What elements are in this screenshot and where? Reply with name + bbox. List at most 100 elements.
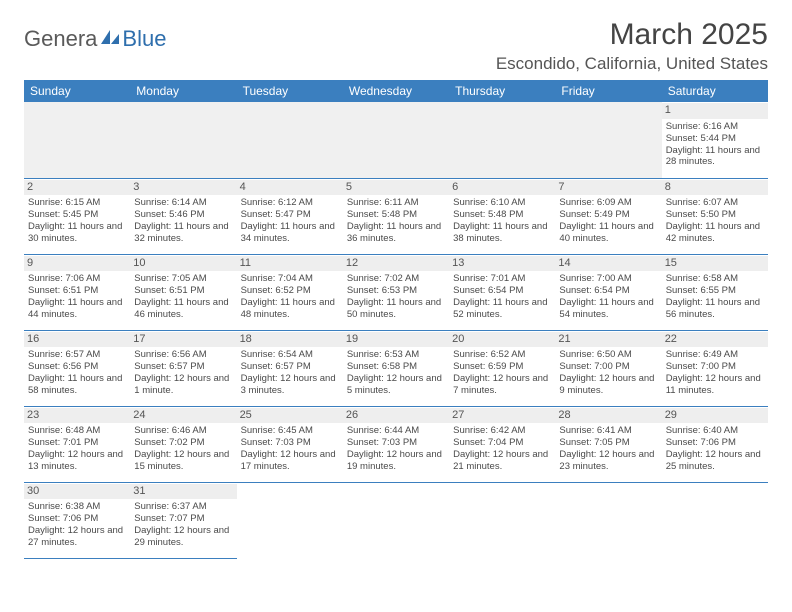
sunrise-line: Sunrise: 7:05 AM bbox=[134, 273, 232, 285]
logo-text-part2: Blue bbox=[122, 26, 166, 52]
daylight-line: Daylight: 12 hours and 9 minutes. bbox=[559, 373, 657, 397]
sunrise-line: Sunrise: 6:45 AM bbox=[241, 425, 339, 437]
daylight-line: Daylight: 12 hours and 1 minute. bbox=[134, 373, 232, 397]
calendar-cell: 6Sunrise: 6:10 AMSunset: 5:48 PMDaylight… bbox=[449, 178, 555, 254]
logo-sail-icon bbox=[99, 26, 121, 52]
daylight-line: Daylight: 12 hours and 23 minutes. bbox=[559, 449, 657, 473]
sunset-line: Sunset: 5:48 PM bbox=[453, 209, 551, 221]
calendar-row: 9Sunrise: 7:06 AMSunset: 6:51 PMDaylight… bbox=[24, 254, 768, 330]
sunrise-line: Sunrise: 6:09 AM bbox=[559, 197, 657, 209]
daylight-line: Daylight: 12 hours and 5 minutes. bbox=[347, 373, 445, 397]
calendar-row: 1Sunrise: 6:16 AMSunset: 5:44 PMDaylight… bbox=[24, 102, 768, 178]
calendar-cell: 29Sunrise: 6:40 AMSunset: 7:06 PMDayligh… bbox=[662, 406, 768, 482]
sunset-line: Sunset: 7:03 PM bbox=[347, 437, 445, 449]
title-block: March 2025 Escondido, California, United… bbox=[496, 18, 768, 74]
calendar-cell bbox=[662, 482, 768, 558]
day-number: 12 bbox=[343, 255, 449, 272]
day-number: 26 bbox=[343, 407, 449, 424]
sunset-line: Sunset: 7:06 PM bbox=[28, 513, 126, 525]
sunset-line: Sunset: 6:51 PM bbox=[134, 285, 232, 297]
calendar-cell: 1Sunrise: 6:16 AMSunset: 5:44 PMDaylight… bbox=[662, 102, 768, 178]
sunset-line: Sunset: 6:52 PM bbox=[241, 285, 339, 297]
day-number: 9 bbox=[24, 255, 130, 272]
calendar-cell: 28Sunrise: 6:41 AMSunset: 7:05 PMDayligh… bbox=[555, 406, 661, 482]
calendar-cell bbox=[237, 102, 343, 178]
day-number: 27 bbox=[449, 407, 555, 424]
sunset-line: Sunset: 6:57 PM bbox=[241, 361, 339, 373]
day-number: 23 bbox=[24, 407, 130, 424]
calendar-cell bbox=[555, 102, 661, 178]
sunrise-line: Sunrise: 6:38 AM bbox=[28, 501, 126, 513]
sunrise-line: Sunrise: 7:04 AM bbox=[241, 273, 339, 285]
daylight-line: Daylight: 12 hours and 19 minutes. bbox=[347, 449, 445, 473]
calendar-header-row: SundayMondayTuesdayWednesdayThursdayFrid… bbox=[24, 80, 768, 102]
calendar-cell: 22Sunrise: 6:49 AMSunset: 7:00 PMDayligh… bbox=[662, 330, 768, 406]
sunset-line: Sunset: 7:01 PM bbox=[28, 437, 126, 449]
sunrise-line: Sunrise: 6:42 AM bbox=[453, 425, 551, 437]
header: Genera Blue March 2025 Escondido, Califo… bbox=[24, 18, 768, 74]
daylight-line: Daylight: 11 hours and 44 minutes. bbox=[28, 297, 126, 321]
calendar-row: 16Sunrise: 6:57 AMSunset: 6:56 PM Dayligh… bbox=[24, 330, 768, 406]
daylight-line: Daylight: 11 hours and 36 minutes. bbox=[347, 221, 445, 245]
sunrise-line: Sunrise: 6:49 AM bbox=[666, 349, 764, 361]
calendar-cell: 31Sunrise: 6:37 AMSunset: 7:07 PMDayligh… bbox=[130, 482, 236, 558]
calendar-cell: 9Sunrise: 7:06 AMSunset: 6:51 PMDaylight… bbox=[24, 254, 130, 330]
calendar-cell: 25Sunrise: 6:45 AMSunset: 7:03 PMDayligh… bbox=[237, 406, 343, 482]
sunrise-line: Sunrise: 6:44 AM bbox=[347, 425, 445, 437]
daylight-line: Daylight: 11 hours and 48 minutes. bbox=[241, 297, 339, 321]
calendar-row: 2Sunrise: 6:15 AMSunset: 5:45 PMDaylight… bbox=[24, 178, 768, 254]
calendar-cell: 30Sunrise: 6:38 AMSunset: 7:06 PMDayligh… bbox=[24, 482, 130, 558]
sunrise-line: Sunrise: 6:40 AM bbox=[666, 425, 764, 437]
day-number: 16 bbox=[24, 331, 130, 348]
sunset-line: Sunset: 6:58 PM bbox=[347, 361, 445, 373]
sunset-line: Sunset: 6:56 PM bbox=[28, 361, 126, 373]
calendar-cell: 4Sunrise: 6:12 AMSunset: 5:47 PMDaylight… bbox=[237, 178, 343, 254]
calendar-cell: 12Sunrise: 7:02 AMSunset: 6:53 PMDayligh… bbox=[343, 254, 449, 330]
calendar-cell bbox=[130, 102, 236, 178]
day-number: 2 bbox=[24, 179, 130, 196]
sunrise-line: Sunrise: 6:07 AM bbox=[666, 197, 764, 209]
sunrise-line: Sunrise: 6:37 AM bbox=[134, 501, 232, 513]
day-number: 14 bbox=[555, 255, 661, 272]
calendar-cell bbox=[24, 102, 130, 178]
daylight-line: Daylight: 11 hours and 52 minutes. bbox=[453, 297, 551, 321]
daylight-line: Daylight: 11 hours and 28 minutes. bbox=[666, 145, 764, 169]
sunset-line: Sunset: 7:06 PM bbox=[666, 437, 764, 449]
sunrise-line: Sunrise: 7:01 AM bbox=[453, 273, 551, 285]
daylight-line: Daylight: 12 hours and 27 minutes. bbox=[28, 525, 126, 549]
calendar-cell bbox=[343, 102, 449, 178]
sunset-line: Sunset: 7:05 PM bbox=[559, 437, 657, 449]
daylight-line: Daylight: 11 hours and 46 minutes. bbox=[134, 297, 232, 321]
day-number: 18 bbox=[237, 331, 343, 348]
day-header: Sunday bbox=[24, 80, 130, 102]
sunset-line: Sunset: 5:49 PM bbox=[559, 209, 657, 221]
day-number: 11 bbox=[237, 255, 343, 272]
sunset-line: Sunset: 5:50 PM bbox=[666, 209, 764, 221]
day-number: 15 bbox=[662, 255, 768, 272]
day-number: 4 bbox=[237, 179, 343, 196]
sunrise-line: Sunrise: 6:56 AM bbox=[134, 349, 232, 361]
sunrise-line: Sunrise: 7:00 AM bbox=[559, 273, 657, 285]
calendar-cell: 3Sunrise: 6:14 AMSunset: 5:46 PMDaylight… bbox=[130, 178, 236, 254]
sunset-line: Sunset: 6:59 PM bbox=[453, 361, 551, 373]
daylight-line: Daylight: 12 hours and 13 minutes. bbox=[28, 449, 126, 473]
daylight-line: Daylight: 11 hours and 56 minutes. bbox=[666, 297, 764, 321]
sunset-line: Sunset: 5:45 PM bbox=[28, 209, 126, 221]
calendar-cell: 10Sunrise: 7:05 AMSunset: 6:51 PMDayligh… bbox=[130, 254, 236, 330]
sunset-line: Sunset: 7:00 PM bbox=[666, 361, 764, 373]
calendar-cell: 27Sunrise: 6:42 AMSunset: 7:04 PMDayligh… bbox=[449, 406, 555, 482]
sunrise-line: Sunrise: 6:14 AM bbox=[134, 197, 232, 209]
sunset-line: Sunset: 7:00 PM bbox=[559, 361, 657, 373]
calendar-cell: 20Sunrise: 6:52 AMSunset: 6:59 PMDayligh… bbox=[449, 330, 555, 406]
sunrise-line: Sunrise: 6:57 AM bbox=[28, 349, 126, 361]
sunset-line: Sunset: 5:48 PM bbox=[347, 209, 445, 221]
calendar-cell: 21Sunrise: 6:50 AMSunset: 7:00 PMDayligh… bbox=[555, 330, 661, 406]
calendar-cell: 17Sunrise: 6:56 AMSunset: 6:57 PMDayligh… bbox=[130, 330, 236, 406]
sunrise-line: Sunrise: 6:10 AM bbox=[453, 197, 551, 209]
day-number: 31 bbox=[130, 483, 236, 500]
day-header: Thursday bbox=[449, 80, 555, 102]
sunrise-line: Sunrise: 6:50 AM bbox=[559, 349, 657, 361]
sunset-line: Sunset: 6:53 PM bbox=[347, 285, 445, 297]
daylight-line: Daylight: 12 hours and 29 minutes. bbox=[134, 525, 232, 549]
day-number: 22 bbox=[662, 331, 768, 348]
